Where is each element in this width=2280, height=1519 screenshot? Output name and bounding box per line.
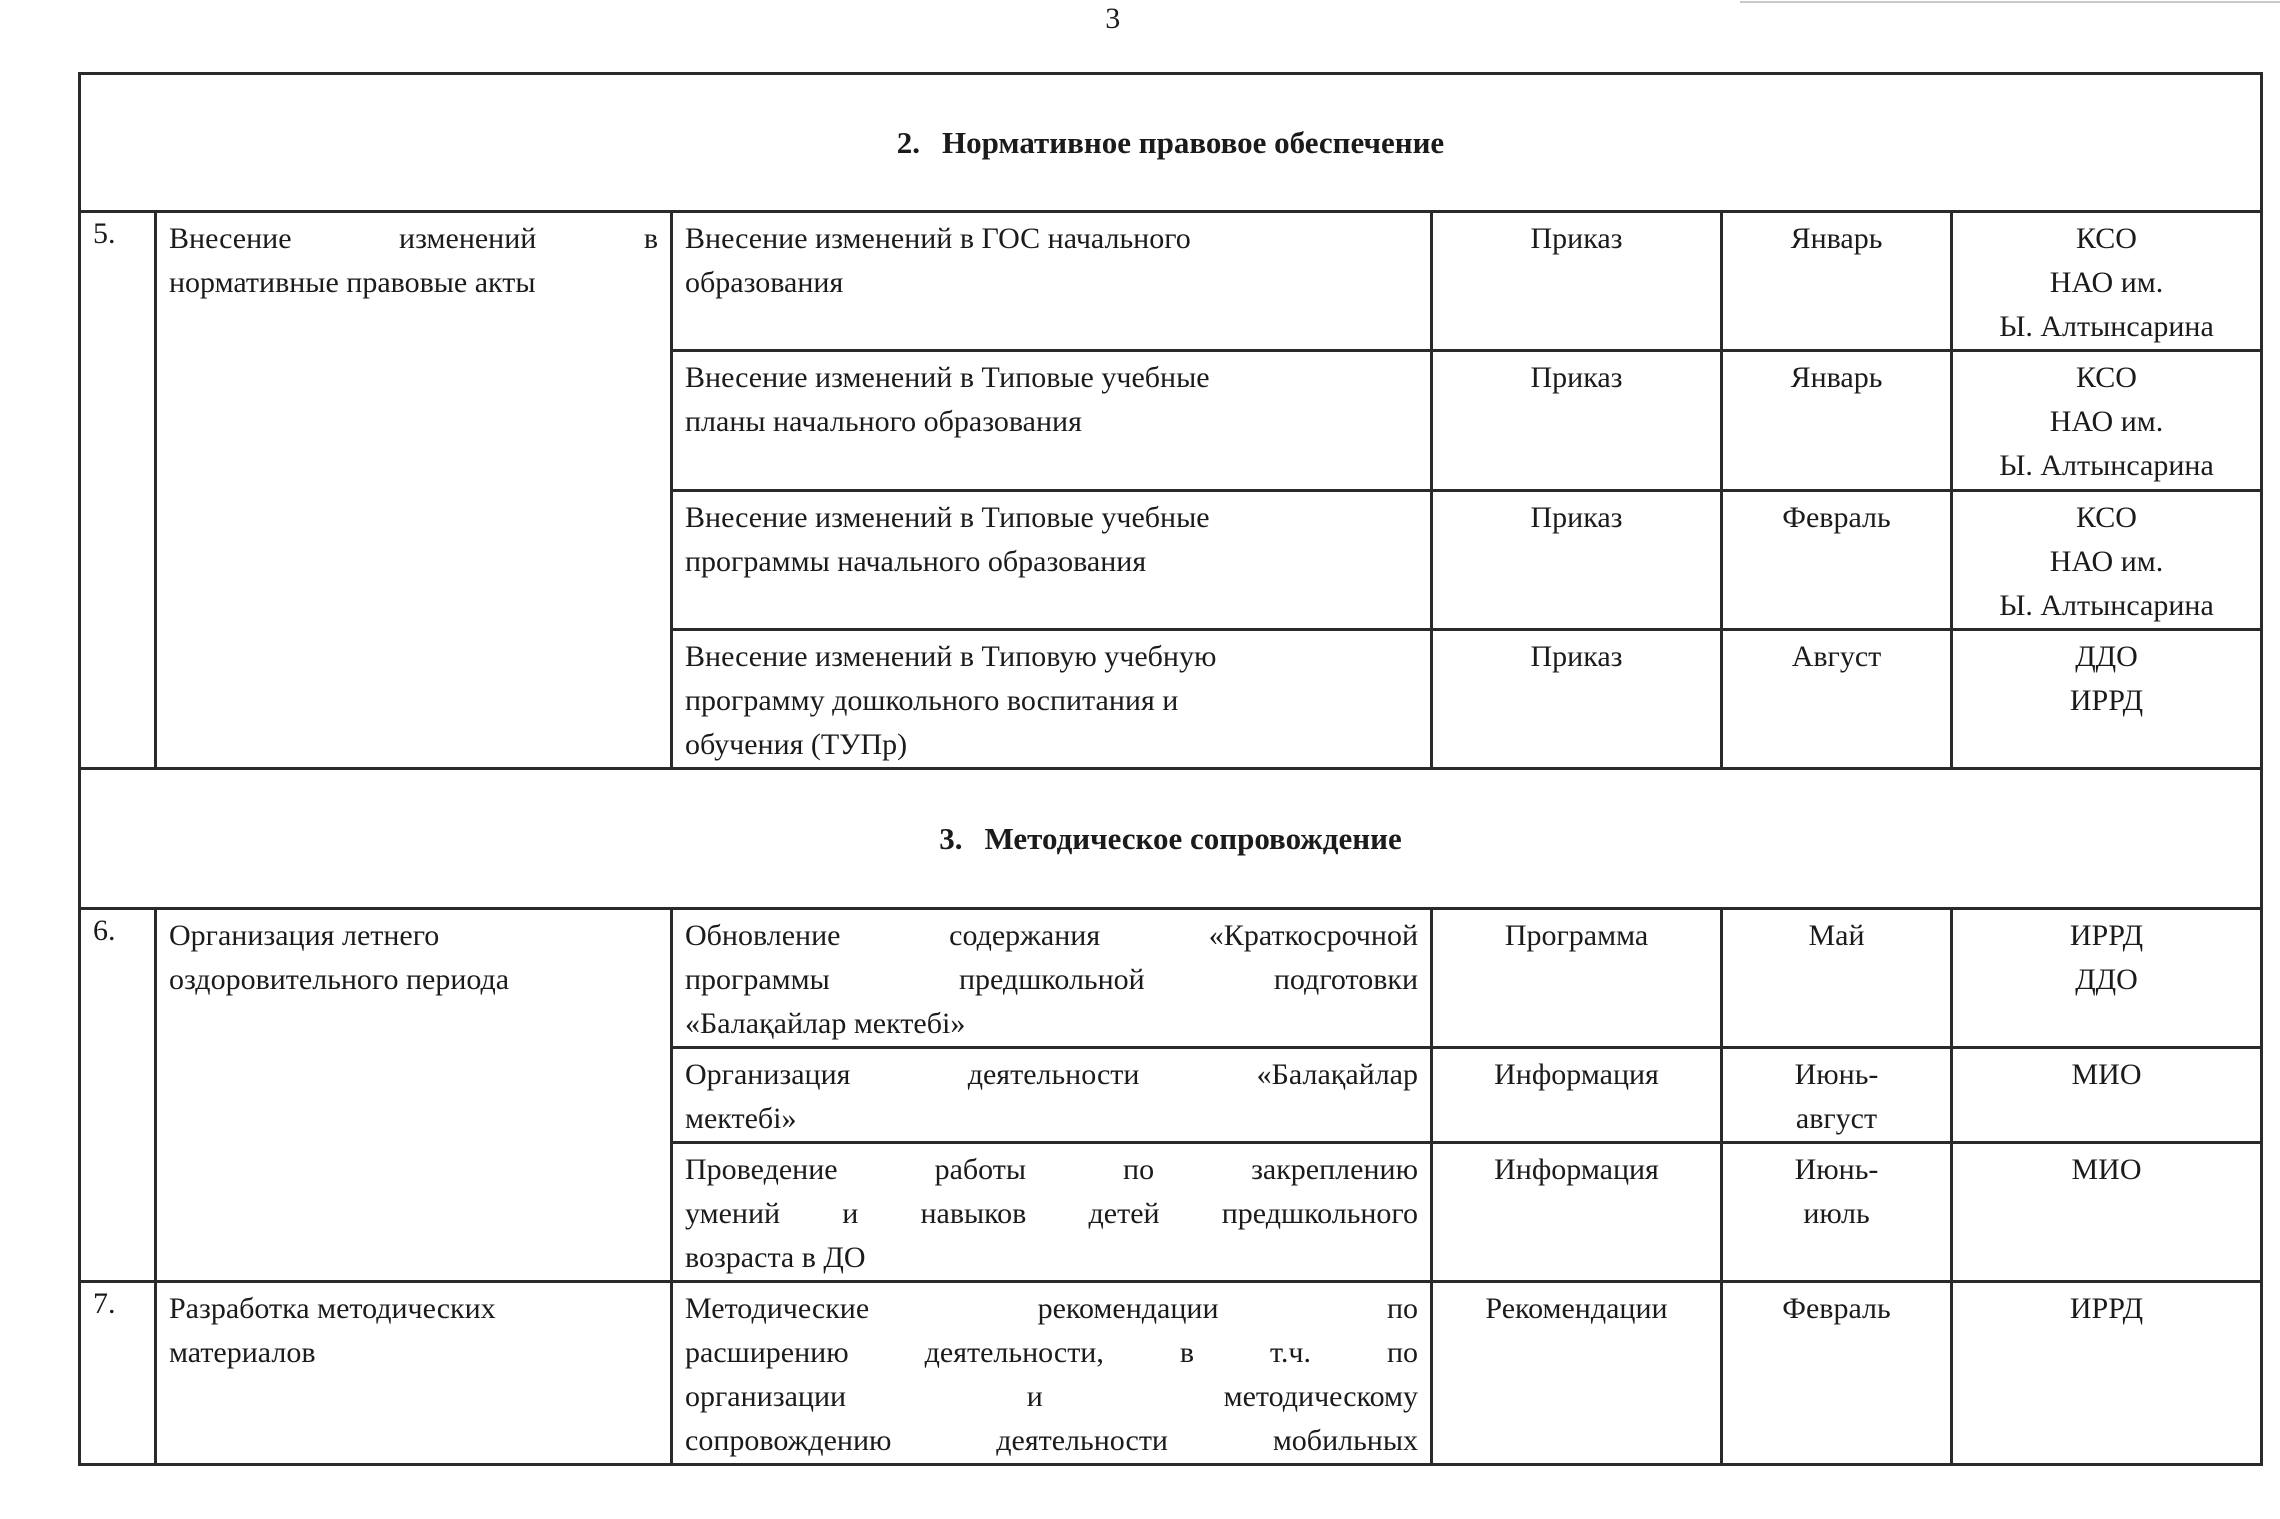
form-cell: Приказ — [1430, 349, 1723, 492]
timing-cell: Июнь-август — [1720, 1046, 1953, 1144]
activity-cell: Проведение работы по закреплению умений и… — [670, 1141, 1433, 1283]
row-number-cell: 6. — [78, 907, 157, 1283]
section-header-row: 3. Методическое сопровождение — [78, 767, 2263, 910]
task-cell: Разработка методических материалов — [154, 1280, 673, 1466]
activity-cell: Внесение изменений в ГОС начального образ… — [670, 210, 1433, 352]
section-3-header: 3. Методическое сопровождение — [78, 767, 2263, 910]
scanner-edge-artifact — [1740, 1, 2280, 3]
form-cell: Информация — [1430, 1141, 1723, 1283]
activity-cell: Внесение изменений в Типовые учебные прог… — [670, 489, 1433, 631]
activity-cell: Внесение изменений в Типовые учебные план… — [670, 349, 1433, 492]
section-2-title: Нормативное правовое обеспечение — [942, 124, 1445, 160]
responsible-cell: КСО НАО им. Ы. Алтынсарина — [1950, 349, 2263, 492]
activity-cell: Внесение изменений в Типовую учебную прог… — [670, 628, 1433, 770]
responsible-cell: КСО НАО им. Ы. Алтынсарина — [1950, 489, 2263, 631]
form-cell: Рекомендации — [1430, 1280, 1723, 1466]
timing-cell: Февраль — [1720, 489, 1953, 631]
responsible-cell: ДДО ИРРД — [1950, 628, 2263, 770]
timing-cell: Январь — [1720, 210, 1953, 352]
responsible-cell: МИО — [1950, 1141, 2263, 1283]
activity-cell: Методические рекомендации по расширению д… — [670, 1280, 1433, 1466]
table-row: Внесение изменений в Типовую учебную прог… — [80, 628, 2263, 770]
timing-cell: Февраль — [1720, 1280, 1953, 1466]
task-cell: Организация летнего оздоровительного пери… — [154, 907, 673, 1283]
responsible-cell: КСО НАО им. Ы. Алтынсарина — [1950, 210, 2263, 352]
timing-cell: Январь — [1720, 349, 1953, 492]
section-3-number: 3. — [939, 820, 963, 856]
form-cell: Приказ — [1430, 628, 1723, 770]
form-cell: Программа — [1430, 907, 1723, 1049]
timing-cell: Май — [1720, 907, 1953, 1049]
row-number-cell: 7. — [78, 1280, 157, 1466]
table-row: Проведение работы по закреплению умений и… — [80, 1141, 2263, 1283]
timing-cell: Июнь-июль — [1720, 1141, 1953, 1283]
table-row: 6. Организация летнего оздоровительного п… — [78, 907, 2263, 1283]
activity-cell: Обновление содержания «Краткосрочной прог… — [670, 907, 1433, 1049]
section-header-row: 2. Нормативное правовое обеспечение — [78, 72, 2263, 213]
table-row: Организация деятельности «Балақайлар мект… — [80, 1046, 2263, 1144]
page-number: 3 — [1105, 2, 1121, 35]
section-3-title: Методическое сопровождение — [984, 820, 1402, 856]
form-cell: Приказ — [1430, 489, 1723, 631]
responsible-cell: ИРРД — [1950, 1280, 2263, 1466]
table-row: Внесение изменений в Типовые учебные прог… — [80, 489, 2263, 631]
timing-cell: Август — [1720, 628, 1953, 770]
section-2-header: 2. Нормативное правовое обеспечение — [78, 72, 2263, 213]
task-cell: Внесение изменений в нормативные правовые… — [154, 210, 673, 770]
form-cell: Приказ — [1430, 210, 1723, 352]
responsible-cell: ИРРД ДДО — [1950, 907, 2263, 1049]
table-row: 5. Внесение изменений в нормативные право… — [78, 210, 2263, 770]
table-row: Внесение изменений в Типовые учебные план… — [80, 349, 2263, 492]
responsible-cell: МИО — [1950, 1046, 2263, 1144]
form-cell: Информация — [1430, 1046, 1723, 1144]
section-2-number: 2. — [896, 124, 921, 160]
activity-cell: Организация деятельности «Балақайлар мект… — [670, 1046, 1433, 1144]
table-row: 7. Разработка методических материалов Мет… — [78, 1280, 2263, 1466]
row-number-cell: 5. — [78, 210, 157, 770]
work-plan-table: 2. Нормативное правовое обеспечение 5. Вн… — [78, 72, 2263, 1466]
